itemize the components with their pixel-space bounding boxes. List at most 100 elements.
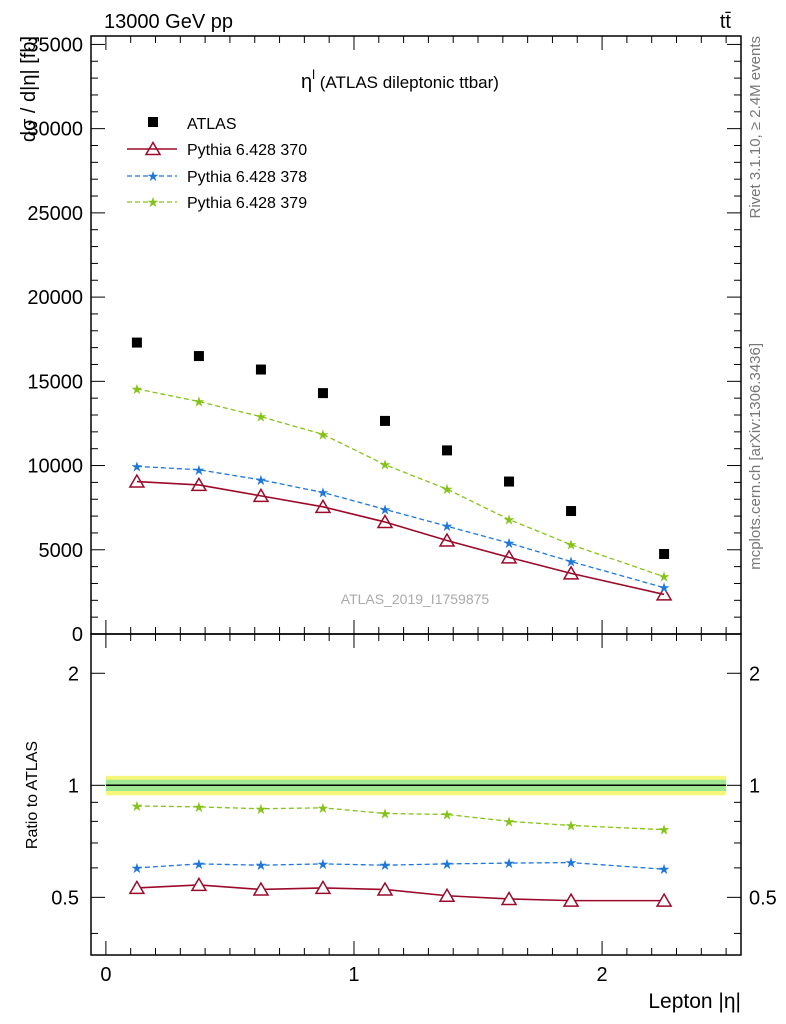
data-point-atlas	[317, 388, 328, 399]
rivet-label: Rivet 3.1.10, ≥ 2.4M events	[747, 36, 764, 219]
ratio-point-pythia370	[376, 881, 394, 896]
data-point-pythia378: ★	[193, 462, 206, 478]
series-line-pythia379	[136, 388, 665, 578]
data-point-atlas	[131, 337, 142, 348]
ratio-point-pythia379: ★	[131, 798, 144, 814]
data-point-pythia370	[655, 586, 673, 601]
ratio-point-pythia379: ★	[441, 806, 454, 822]
legend-marker-pythia379: ★	[147, 194, 160, 210]
ratio-point-pythia370	[128, 879, 146, 895]
ratio-point-pythia370	[500, 890, 518, 906]
data-point-atlas	[566, 506, 577, 517]
ratio-point-pythia370	[190, 876, 208, 892]
data-point-pythia378: ★	[658, 580, 671, 596]
ratio-y-tick-label-left: 2	[68, 663, 79, 685]
data-point-pythia378: ★	[503, 535, 516, 551]
ratio-y-label: Ratio to ATLAS	[24, 741, 41, 849]
legend-marker-atlas	[148, 117, 158, 127]
ratio-band	[105, 775, 727, 796]
data-point-pythia379: ★	[658, 569, 671, 585]
data-point-pythia370	[500, 549, 518, 564]
main-plot: 0 5000 10000 15000 20000 25000 30000 350…	[18, 34, 742, 646]
legend: ATLAS Pythia 6.428 370 ★ Pythia 6.428 37…	[127, 116, 307, 212]
y-tick-label: 30000	[27, 119, 83, 141]
ratio-point-pythia379: ★	[565, 817, 578, 833]
data-point-pythia378: ★	[131, 458, 144, 474]
y-tick-label: 5000	[39, 540, 84, 562]
ratio-axis-ticks	[91, 634, 741, 955]
process-label: tt̄	[720, 11, 732, 33]
ratio-point-pythia370	[562, 892, 580, 907]
data-point-atlas	[379, 415, 390, 426]
energy-label: 13000 GeV pp	[104, 11, 233, 33]
data-point-atlas	[255, 364, 266, 375]
data-point-atlas	[659, 548, 670, 559]
ratio-y-tick-label-right: 0.5	[749, 887, 777, 909]
data-point-pythia379: ★	[255, 409, 268, 425]
legend-label-pythia379: Pythia 6.428 379	[187, 195, 307, 212]
main-y-tick-labels: 0 5000 10000 15000 20000 25000 30000 350…	[27, 34, 83, 646]
ratio-point-pythia378: ★	[441, 856, 454, 872]
series-line-pythia378	[136, 465, 665, 589]
data-point-pythia370	[314, 498, 332, 514]
ratio-plot-frame	[90, 633, 742, 956]
plot-title-sup: l	[312, 67, 315, 82]
ratio-point-pythia378: ★	[658, 861, 671, 877]
data-point-pythia379: ★	[193, 394, 206, 410]
legend-label-pythia370: Pythia 6.428 370	[187, 142, 307, 159]
data-point-pythia378: ★	[565, 554, 578, 570]
data-point-pythia370	[252, 487, 270, 503]
ratio-plot: ★ ★ ★ ★ ★ ★ ★ ★ ★ ★ ★ ★ ★ ★ ★ ★ ★ ★ 0.5 1 2 0.5 1 2 Ratio…	[24, 633, 777, 956]
ratio-point-pythia379: ★	[658, 822, 671, 838]
ratio-point-pythia379: ★	[255, 801, 268, 817]
legend-marker-pythia378: ★	[147, 168, 160, 184]
data-point-atlas	[504, 476, 515, 487]
legend-marker-pythia370	[144, 141, 162, 156]
x-tick-label: 0	[100, 964, 111, 986]
ratio-y-tick-label-right: 1	[749, 775, 760, 797]
ratio-line-pythia370	[136, 884, 665, 902]
y-tick-label: 25000	[27, 203, 83, 225]
x-tick-label: 2	[597, 964, 608, 986]
data-point-pythia378: ★	[317, 485, 330, 501]
data-point-pythia378: ★	[255, 472, 268, 488]
data-point-pythia370	[376, 513, 394, 529]
analysis-watermark: ATLAS_2019_I1759875	[341, 591, 490, 607]
ratio-line-pythia379	[136, 805, 665, 831]
legend-label-pythia378: Pythia 6.428 378	[187, 169, 307, 186]
ratio-point-pythia370	[438, 887, 456, 902]
y-tick-label: 0	[72, 624, 83, 646]
x-tick-label: 1	[348, 964, 359, 986]
ratio-point-pythia379: ★	[317, 800, 330, 816]
data-point-pythia370	[562, 565, 580, 580]
data-point-pythia378: ★	[379, 501, 392, 517]
data-point-pythia370	[438, 532, 456, 547]
x-axis-label: Lepton |η|	[648, 990, 741, 1013]
data-point-pythia379: ★	[503, 511, 516, 527]
data-point-pythia379: ★	[379, 457, 392, 473]
y-tick-label: 20000	[27, 287, 83, 309]
main-series: ★ ★★★★★★★★★★★★★★★★★	[128, 337, 673, 601]
ratio-y-tick-label-left: 1	[68, 775, 79, 797]
data-point-pythia370	[190, 476, 208, 492]
ratio-point-pythia378: ★	[193, 856, 206, 872]
main-y-label: dσ / d|η| [fb]	[18, 36, 40, 142]
y-tick-label: 10000	[27, 456, 83, 478]
data-point-pythia379: ★	[317, 426, 330, 442]
data-point-pythia378: ★	[441, 518, 454, 534]
ratio-y-tick-label-right: 2	[749, 663, 760, 685]
legend-label-atlas: ATLAS	[187, 116, 237, 133]
series-line-pythia370	[136, 480, 665, 596]
data-point-pythia370	[128, 473, 146, 488]
ratio-point-pythia370	[314, 879, 332, 895]
ratio-point-pythia379: ★	[379, 805, 392, 821]
ratio-point-pythia378: ★	[379, 857, 392, 873]
plot-title-symbol: η	[301, 71, 312, 93]
ratio-line-pythia378	[136, 861, 665, 870]
y-tick-label: 35000	[27, 34, 83, 56]
data-point-pythia379: ★	[441, 481, 454, 497]
ratio-point-pythia378: ★	[317, 856, 330, 872]
ratio-point-pythia378: ★	[565, 855, 578, 871]
ratio-point-pythia370	[655, 892, 673, 907]
